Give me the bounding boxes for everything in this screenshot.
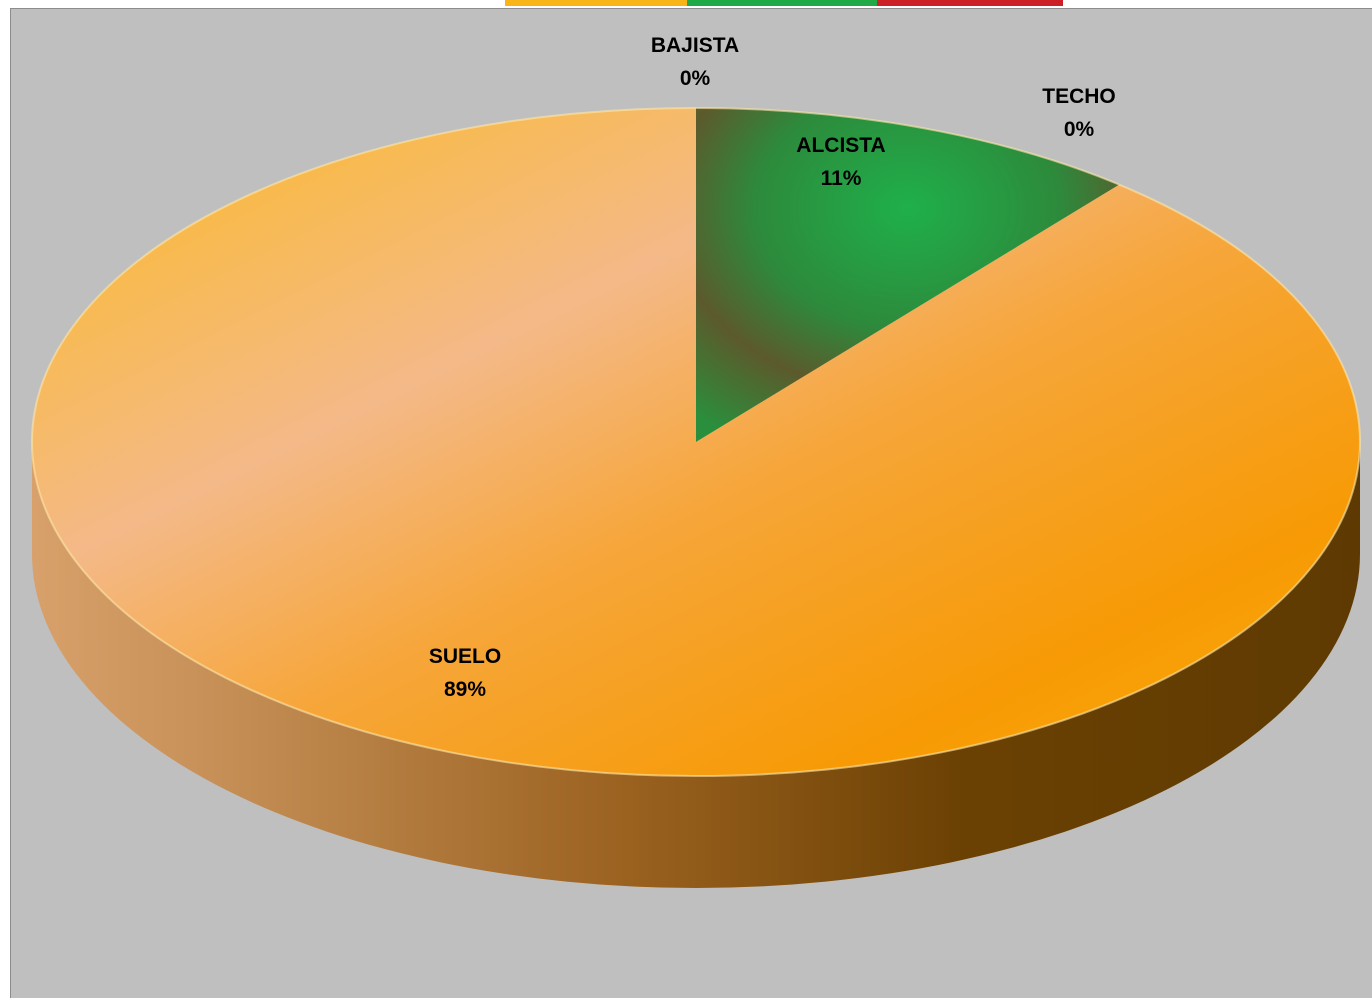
- label-bajista-name: BAJISTA: [651, 34, 739, 57]
- pie-slice-alcista: [696, 108, 1120, 442]
- pie-rim: [31, 107, 1361, 777]
- pie-slice-suelo: [31, 108, 1361, 776]
- pie-side-wall: [32, 442, 1360, 888]
- label-alcista-percent: 11%: [821, 167, 862, 190]
- label-suelo-name: SUELO: [429, 645, 501, 668]
- label-techo-percent: 0%: [1064, 118, 1095, 141]
- top-color-strip: [0, 0, 1372, 10]
- strip-segment-green: [687, 0, 877, 6]
- strip-segment-red: [877, 0, 1063, 6]
- label-bajista-percent: 0%: [680, 67, 711, 90]
- label-alcista-name: ALCISTA: [796, 134, 885, 157]
- label-bajista: BAJISTA 0%: [651, 34, 739, 90]
- strip-segment-yellow: [505, 0, 687, 6]
- label-suelo: SUELO 89%: [429, 645, 501, 701]
- label-alcista: ALCISTA 11%: [796, 134, 885, 190]
- label-techo: TECHO 0%: [1042, 85, 1116, 141]
- label-suelo-percent: 89%: [444, 678, 486, 701]
- label-techo-name: TECHO: [1042, 85, 1116, 108]
